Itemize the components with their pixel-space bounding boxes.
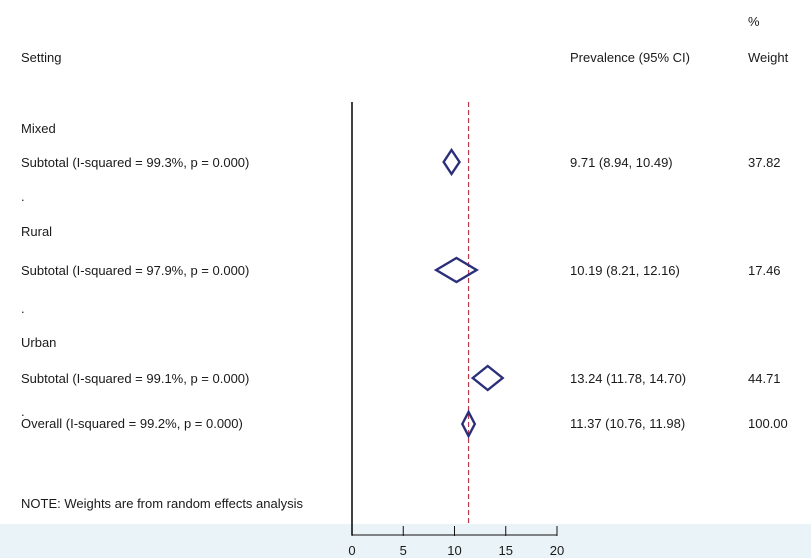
separator-1: . — [21, 189, 25, 204]
diamond-mixed — [442, 147, 461, 177]
weight-header: Weight — [748, 50, 789, 65]
x-tick-label-0: 0 — [348, 543, 355, 558]
overall-label: Overall (I-squared = 99.2%, p = 0.000) — [21, 416, 243, 431]
weight-rural: 17.46 — [748, 263, 781, 278]
ci-header: Prevalence (95% CI) — [570, 50, 690, 65]
subtotal-label-mixed: Subtotal (I-squared = 99.3%, p = 0.000) — [21, 155, 250, 170]
axis-band — [0, 524, 811, 558]
ci-text-overall: 11.37 (10.76, 11.98) — [570, 416, 686, 431]
ci-text-rural: 10.19 (8.21, 12.16) — [570, 263, 680, 278]
group-label-urban: Urban — [21, 335, 57, 350]
diamond-urban — [470, 364, 505, 392]
x-tick-label-3: 15 — [499, 543, 513, 558]
weight-overall: 100.00 — [748, 416, 788, 431]
weight-mixed: 37.82 — [748, 155, 781, 170]
group-label-mixed: Mixed — [21, 121, 56, 136]
diamond-overall — [460, 409, 477, 439]
group-label-rural: Rural — [21, 224, 53, 239]
setting-header: Setting — [21, 50, 62, 65]
separator-2: . — [21, 301, 25, 316]
subtotal-label-rural: Subtotal (I-squared = 97.9%, p = 0.000) — [21, 263, 250, 278]
weight-urban: 44.71 — [748, 371, 781, 386]
x-tick-label-1: 5 — [400, 543, 407, 558]
separator-3: . — [21, 404, 25, 419]
ci-text-mixed: 9.71 (8.94, 10.49) — [570, 155, 673, 170]
weight-pct-header: % — [748, 14, 760, 29]
note-text: NOTE: Weights are from random effects an… — [21, 496, 304, 511]
ci-text-urban: 13.24 (11.78, 14.70) — [570, 371, 687, 386]
x-tick-label-4: 20 — [550, 543, 564, 558]
x-tick-label-2: 10 — [447, 543, 461, 558]
diamond-rural — [433, 256, 479, 284]
subtotal-label-urban: Subtotal (I-squared = 99.1%, p = 0.000) — [21, 371, 250, 386]
